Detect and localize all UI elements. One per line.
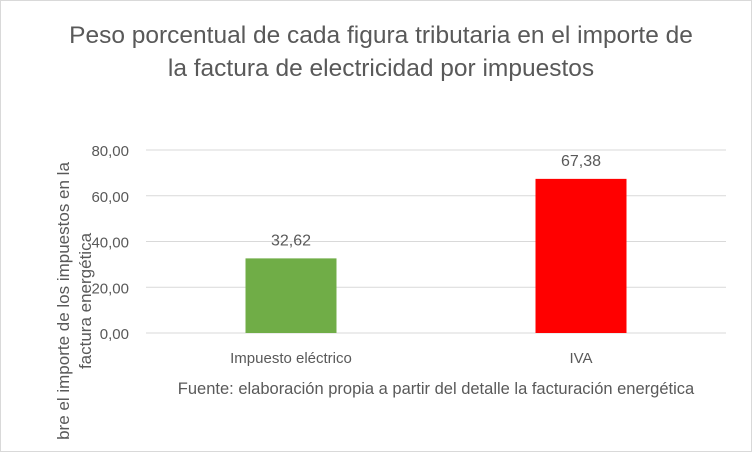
y-tick-label: 40,00 xyxy=(91,235,129,252)
bar xyxy=(245,258,337,333)
y-tick-label: 20,00 xyxy=(91,280,129,297)
y-tick-label: 0,00 xyxy=(100,326,129,343)
data-label: 32,62 xyxy=(271,232,311,249)
bar xyxy=(535,178,627,333)
chart-title: Peso porcentual de cada figura tributari… xyxy=(69,22,693,82)
x-tick-label: IVA xyxy=(569,350,592,367)
y-tick-label: 60,00 xyxy=(91,189,129,206)
source-caption: Fuente: elaboración propia a partir del … xyxy=(177,380,695,398)
data-label: 67,38 xyxy=(561,153,601,170)
x-tick-label: Impuesto eléctrico xyxy=(230,350,352,367)
y-tick-label: 80,00 xyxy=(91,143,129,160)
